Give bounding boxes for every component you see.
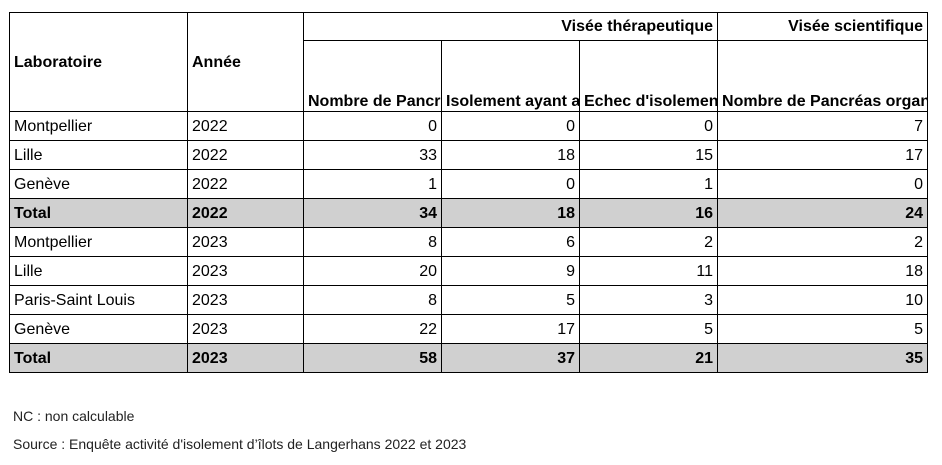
cell-sci-pancreas: 35: [717, 343, 929, 373]
cell-sci-pancreas: 24: [717, 198, 929, 228]
header-annee: Année: [187, 12, 304, 112]
total-row: Total 2023 58 37 21 35: [9, 343, 929, 373]
table-row: Lille 2022 33 18 15 17: [9, 140, 929, 170]
table-footnotes: NC : non calculable Source : Enquête act…: [13, 407, 466, 463]
cell-ther-fail: 3: [578, 285, 719, 315]
cell-ther-graft: 37: [441, 343, 580, 373]
islet-isolation-table: Laboratoire Année Visée thérapeutique Vi…: [9, 12, 929, 373]
header-sci-pancreas: Nombre de Pancréas organe reçus: [717, 40, 929, 112]
cell-sci-pancreas: 2: [717, 227, 929, 257]
cell-sci-pancreas: 18: [717, 256, 929, 286]
cell-ther-graft: 17: [441, 314, 580, 344]
cell-annee: 2023: [187, 256, 304, 286]
cell-ther-fail: 5: [578, 314, 719, 344]
cell-ther-fail: 16: [578, 198, 719, 228]
cell-ther-graft: 18: [441, 140, 580, 170]
table-row: Genève 2022 1 0 1 0: [9, 169, 929, 199]
note-source: Source : Enquête activité d'isolement d’…: [13, 436, 467, 452]
cell-ther-fail: 0: [578, 111, 719, 141]
cell-annee: 2023: [187, 285, 304, 315]
cell-sci-pancreas: 7: [717, 111, 929, 141]
cell-ther-fail: 11: [578, 256, 719, 286]
cell-ther-graft: 6: [441, 227, 580, 257]
cell-ther-pancreas: 34: [303, 198, 442, 228]
cell-annee: 2022: [187, 169, 304, 199]
cell-ther-fail: 1: [578, 169, 719, 199]
cell-ther-fail: 15: [578, 140, 719, 170]
cell-ther-pancreas: 58: [303, 343, 442, 373]
cell-ther-graft: 9: [441, 256, 580, 286]
cell-sci-pancreas: 5: [717, 314, 929, 344]
note-nc: NC : non calculable: [13, 408, 135, 424]
cell-ther-graft: 18: [441, 198, 580, 228]
cell-sci-pancreas: 0: [717, 169, 929, 199]
total-row: Total 2022 34 18 16 24: [9, 198, 929, 228]
cell-laboratoire: Paris-Saint Louis: [9, 285, 188, 315]
cell-ther-pancreas: 8: [303, 285, 442, 315]
table-row: Montpellier 2023 8 6 2 2: [9, 227, 929, 257]
cell-laboratoire: Montpellier: [9, 227, 188, 257]
cell-ther-graft: 5: [441, 285, 580, 315]
cell-annee: 2023: [187, 227, 304, 257]
cell-sci-pancreas: 17: [717, 140, 929, 170]
header-ther-pancreas: Nombre de Pancréas organe reçus: [303, 40, 442, 112]
cell-sci-pancreas: 10: [717, 285, 929, 315]
cell-laboratoire: Genève: [9, 314, 188, 344]
cell-annee: 2022: [187, 140, 304, 170]
cell-ther-graft: 0: [441, 111, 580, 141]
table-row: Montpellier 2022 0 0 0 7: [9, 111, 929, 141]
cell-annee: 2023: [187, 343, 304, 373]
cell-laboratoire: Total: [9, 343, 188, 373]
cell-laboratoire: Montpellier: [9, 111, 188, 141]
cell-laboratoire: Lille: [9, 256, 188, 286]
cell-ther-pancreas: 8: [303, 227, 442, 257]
cell-laboratoire: Genève: [9, 169, 188, 199]
cell-laboratoire: Total: [9, 198, 188, 228]
header-ther-fail: Echec d'isolement: [578, 40, 719, 112]
group-header-scientific: Visée scientifique: [717, 12, 929, 41]
cell-ther-fail: 2: [578, 227, 719, 257]
cell-annee: 2023: [187, 314, 304, 344]
table-row: Paris-Saint Louis 2023 8 5 3 10: [9, 285, 929, 315]
cell-laboratoire: Lille: [9, 140, 188, 170]
cell-annee: 2022: [187, 198, 304, 228]
cell-ther-pancreas: 33: [303, 140, 442, 170]
cell-ther-graft: 0: [441, 169, 580, 199]
table-row: Lille 2023 20 9 11 18: [9, 256, 929, 286]
group-header-row: Laboratoire Année Visée thérapeutique Vi…: [9, 12, 929, 112]
cell-ther-pancreas: 1: [303, 169, 442, 199]
group-header-therapeutic: Visée thérapeutique: [302, 12, 719, 41]
column-header-row: Nombre de Pancréas organe reçus Isolemen…: [10, 40, 929, 112]
cell-ther-fail: 21: [578, 343, 719, 373]
cell-ther-pancreas: 0: [303, 111, 442, 141]
header-laboratoire: Laboratoire: [9, 12, 188, 112]
cell-annee: 2022: [187, 111, 304, 141]
cell-ther-pancreas: 20: [303, 256, 442, 286]
cell-ther-pancreas: 22: [303, 314, 442, 344]
table-row: Genève 2023 22 17 5 5: [9, 314, 929, 344]
header-ther-graft: Isolement ayant abouti à une greffe: [441, 40, 580, 112]
